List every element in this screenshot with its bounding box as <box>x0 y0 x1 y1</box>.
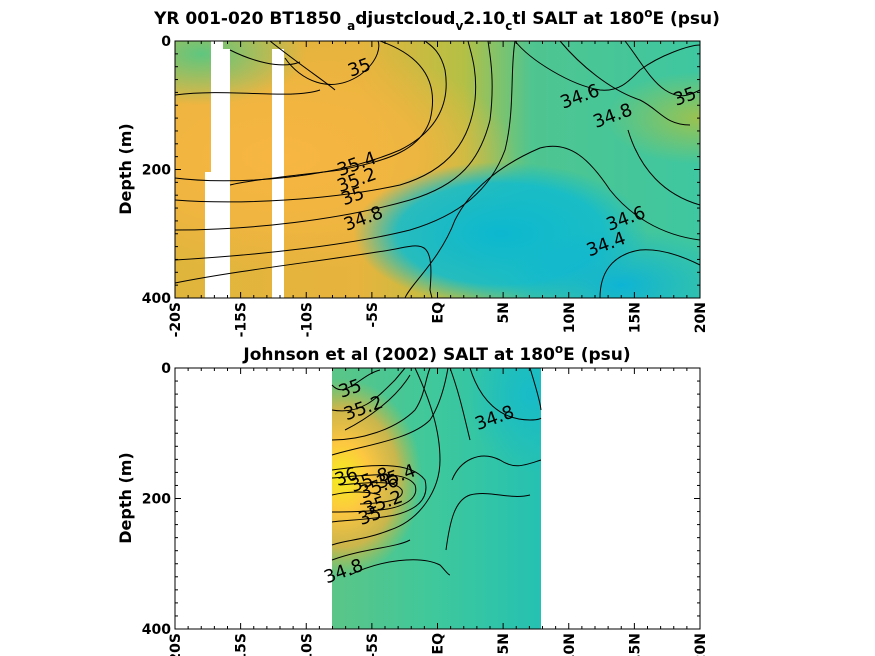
bottom-y-axis-label: Depth (m) <box>116 452 135 544</box>
x-tick-label: 15N <box>627 633 643 656</box>
x-tick-label: -10S <box>299 633 315 656</box>
bottom-y-tick-labels: 0 200 400 <box>142 361 171 638</box>
y-tick-label: 400 <box>142 622 171 638</box>
x-tick-label: -5S <box>365 302 381 328</box>
x-tick-label: -5S <box>365 633 381 656</box>
missing-data-gap <box>205 41 230 298</box>
x-tick-label: 20N <box>693 302 709 333</box>
top-contours <box>174 40 701 299</box>
y-tick-label: 0 <box>161 361 171 377</box>
y-tick-label: 0 <box>161 34 171 50</box>
bottom-colorfield <box>332 368 541 629</box>
top-x-tick-labels: -20S -15S -10S -5S EQ 5N 10N 15N 20N <box>168 302 709 337</box>
x-tick-label: -15S <box>234 633 250 656</box>
x-tick-label: EQ <box>431 302 447 324</box>
x-tick-label: 20N <box>693 633 709 656</box>
bottom-tick-marks <box>174 367 701 630</box>
top-tick-marks <box>174 40 701 299</box>
x-tick-label: 5N <box>496 633 512 654</box>
top-colorfield <box>175 41 700 298</box>
x-tick-label: -20S <box>168 302 184 337</box>
top-y-axis-label: Depth (m) <box>116 123 135 215</box>
x-tick-label: -20S <box>168 633 184 656</box>
missing-data-gap <box>272 49 284 298</box>
x-tick-label: -10S <box>299 302 315 337</box>
top-title: YR 001-020 BT1850 adjustcloudv2.10ctl SA… <box>153 6 720 33</box>
bottom-title: Johnson et al (2002) SALT at 180oE (psu) <box>242 342 630 365</box>
y-tick-label: 200 <box>142 492 171 508</box>
x-tick-label: 15N <box>627 302 643 333</box>
bottom-x-tick-labels: -20S -15S -10S -5S EQ 5N 10N 15N 20N <box>168 633 709 656</box>
x-tick-label: 10N <box>562 633 578 656</box>
y-tick-label: 200 <box>142 163 171 179</box>
x-tick-label: -15S <box>234 302 250 337</box>
top-y-tick-labels: 0 200 400 <box>142 34 171 307</box>
x-tick-label: 10N <box>562 302 578 333</box>
x-tick-label: EQ <box>431 633 447 655</box>
y-tick-label: 400 <box>142 291 171 307</box>
bottom-contours <box>331 367 542 576</box>
x-tick-label: 5N <box>496 302 512 323</box>
